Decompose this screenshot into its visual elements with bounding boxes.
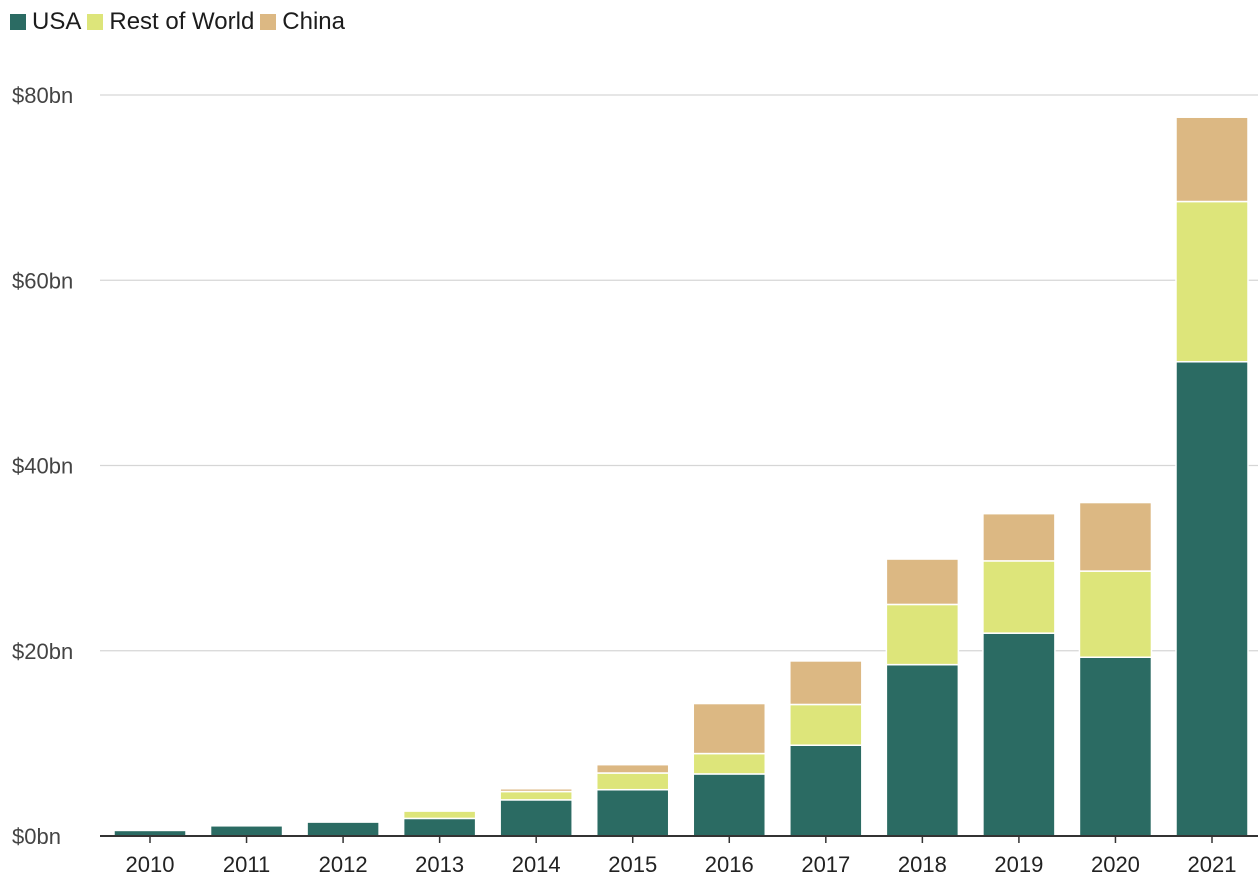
- bar-segment-usa-2017: [789, 744, 863, 837]
- y-tick-label: $20bn: [12, 639, 73, 664]
- bar-segment-usa-2013: [402, 817, 477, 837]
- bar-segment-usa-2020: [1078, 656, 1153, 837]
- x-tick-label: 2010: [126, 852, 175, 877]
- legend-swatch: [87, 14, 104, 30]
- bar-segment-usa-2016: [692, 773, 767, 837]
- y-tick-label: $40bn: [12, 454, 73, 479]
- legend-label: Rest of World: [109, 8, 255, 35]
- x-tick-label: 2015: [608, 852, 657, 877]
- legend-swatch: [260, 14, 277, 30]
- y-tick-label: $60bn: [12, 268, 73, 293]
- x-tick-label: 2021: [1188, 852, 1237, 877]
- chart-legend: USA Rest of World China: [10, 8, 351, 36]
- bar-segment-usa-2012: [306, 821, 380, 837]
- y-tick-label: $0bn: [12, 824, 61, 849]
- legend-label: USA: [32, 8, 82, 35]
- bar-segment-usa-2021: [1175, 361, 1249, 837]
- bar-segment-rest-of-world-2016: [692, 752, 767, 775]
- legend-item-usa: USA: [10, 8, 81, 36]
- y-tick-label: $80bn: [12, 83, 73, 108]
- bar-segment-usa-2011: [209, 825, 284, 837]
- bar-segment-rest-of-world-2017: [789, 703, 863, 746]
- bar-segment-china-2021: [1175, 116, 1249, 203]
- bar-segment-china-2020: [1078, 501, 1153, 572]
- bar-segment-rest-of-world-2019: [982, 560, 1056, 634]
- x-tick-label: 2012: [319, 852, 368, 877]
- x-tick-label: 2011: [223, 852, 270, 877]
- bar-segment-china-2015: [595, 763, 670, 774]
- bar-segment-china-2018: [885, 558, 960, 606]
- bar-segment-usa-2019: [982, 632, 1056, 837]
- x-tick-label: 2018: [898, 852, 947, 877]
- x-tick-label: 2017: [801, 852, 850, 877]
- bar-segment-china-2016: [692, 702, 767, 755]
- bar-segment-rest-of-world-2014: [499, 790, 573, 801]
- x-tick-label: 2013: [415, 852, 464, 877]
- x-tick-label: 2014: [512, 852, 561, 877]
- bar-segment-rest-of-world-2021: [1175, 200, 1249, 363]
- bar-segment-usa-2014: [499, 799, 573, 837]
- bar-segment-usa-2015: [595, 788, 670, 837]
- bar-segment-rest-of-world-2018: [885, 603, 960, 666]
- x-tick-label: 2019: [994, 852, 1043, 877]
- bar-segment-china-2019: [982, 512, 1056, 562]
- legend-label: China: [282, 8, 346, 35]
- x-tick-label: 2016: [705, 852, 754, 877]
- bar-segment-rest-of-world-2013: [402, 810, 477, 820]
- x-tick-label: 2020: [1091, 852, 1140, 877]
- bar-segment-rest-of-world-2015: [595, 772, 670, 791]
- bar-segment-rest-of-world-2020: [1078, 570, 1153, 658]
- bar-segment-usa-2018: [885, 663, 960, 837]
- legend-item-rest-of-world: Rest of World: [87, 8, 254, 36]
- bar-segment-china-2017: [789, 660, 863, 706]
- bar-segment-china-2013: [402, 809, 477, 812]
- legend-swatch: [10, 14, 26, 30]
- bar-segment-china-2014: [499, 788, 573, 793]
- legend-item-china: China: [260, 8, 345, 36]
